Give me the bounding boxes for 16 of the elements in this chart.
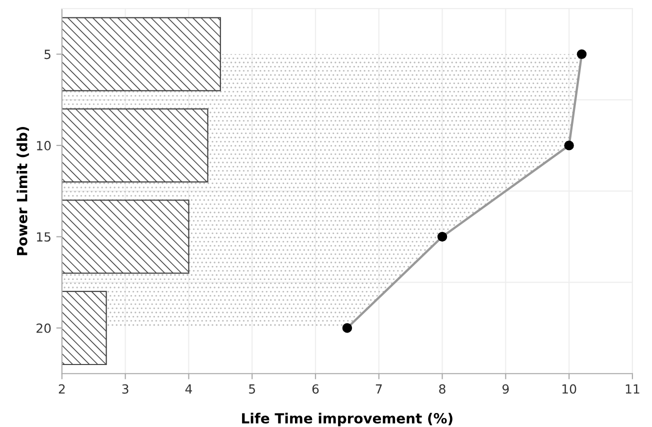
x-tick-label: 9 [502, 384, 509, 394]
x-tick-label: 5 [249, 384, 255, 394]
y-tick-label: 20 [36, 323, 51, 333]
x-tick-label: 2 [58, 384, 65, 394]
y-tick-label: 15 [36, 232, 50, 242]
x-tick-label: 10 [562, 384, 576, 394]
y-tick-label: 10 [36, 140, 51, 150]
x-tick-label: 11 [626, 384, 640, 394]
x-axis-title: Life Time improvement (%) [242, 412, 452, 426]
x-tick-label: 3 [122, 384, 128, 394]
x-tick-label: 8 [439, 384, 446, 394]
x-tick-label: 7 [376, 384, 382, 394]
x-tick-label: 6 [312, 384, 319, 394]
x-tick-label: 4 [185, 384, 192, 394]
y-tick-label: 5 [44, 50, 50, 60]
y-axis-title: Power Limit (db) [16, 127, 30, 256]
